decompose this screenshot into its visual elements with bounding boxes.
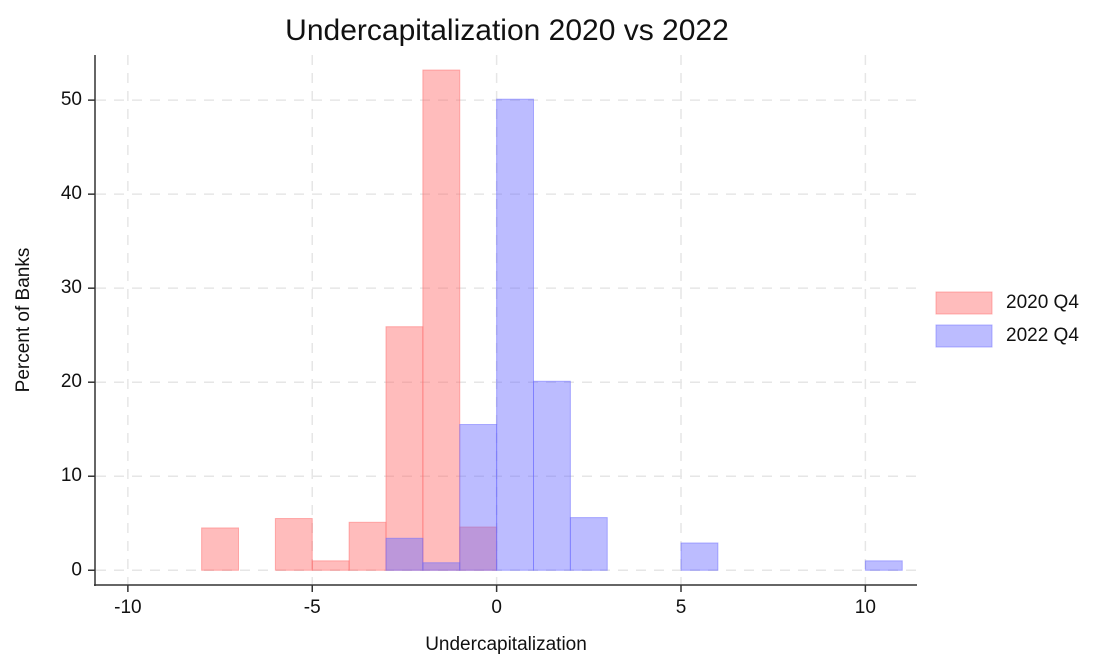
bars: [201, 69, 903, 571]
bar: [274, 518, 313, 571]
bar: [533, 380, 571, 571]
bar: [864, 560, 903, 571]
y-tick-label: 50: [61, 89, 82, 110]
legend-swatch: [935, 291, 993, 315]
x-tick-label: -10: [114, 597, 141, 618]
y-axis-label: Percent of Banks: [13, 248, 34, 393]
x-tick-label: 10: [855, 597, 876, 618]
bar: [569, 517, 608, 571]
y-tick-label: 0: [71, 559, 82, 580]
grid: [96, 55, 917, 584]
bar: [422, 69, 461, 571]
legend-swatch: [935, 324, 993, 348]
bar: [459, 526, 498, 571]
x-tick-label: 5: [676, 597, 687, 618]
legend-label: 2022 Q4: [1006, 325, 1079, 346]
bar: [385, 326, 424, 571]
ticks: 0 10 20 30 40 50 -10 -5 0 5 10: [61, 89, 876, 618]
bar: [385, 537, 424, 571]
x-tick-label: 0: [491, 597, 502, 618]
bar: [459, 424, 498, 571]
legend-label: 2020 Q4: [1006, 292, 1079, 313]
legend: 2020 Q4 2022 Q4: [935, 291, 1079, 348]
bar: [422, 562, 461, 571]
bar: [348, 521, 387, 571]
bar: [496, 98, 534, 571]
y-tick-label: 30: [61, 277, 82, 298]
y-tick-label: 40: [61, 183, 82, 204]
x-axis-label: Undercapitalization: [425, 634, 587, 655]
y-tick-label: 10: [61, 465, 82, 486]
chart-title: Undercapitalization 2020 vs 2022: [285, 14, 729, 47]
y-tick-label: 20: [61, 371, 82, 392]
bar: [311, 560, 350, 571]
bar: [680, 542, 719, 571]
x-tick-label: -5: [304, 597, 321, 618]
bar: [201, 527, 239, 571]
